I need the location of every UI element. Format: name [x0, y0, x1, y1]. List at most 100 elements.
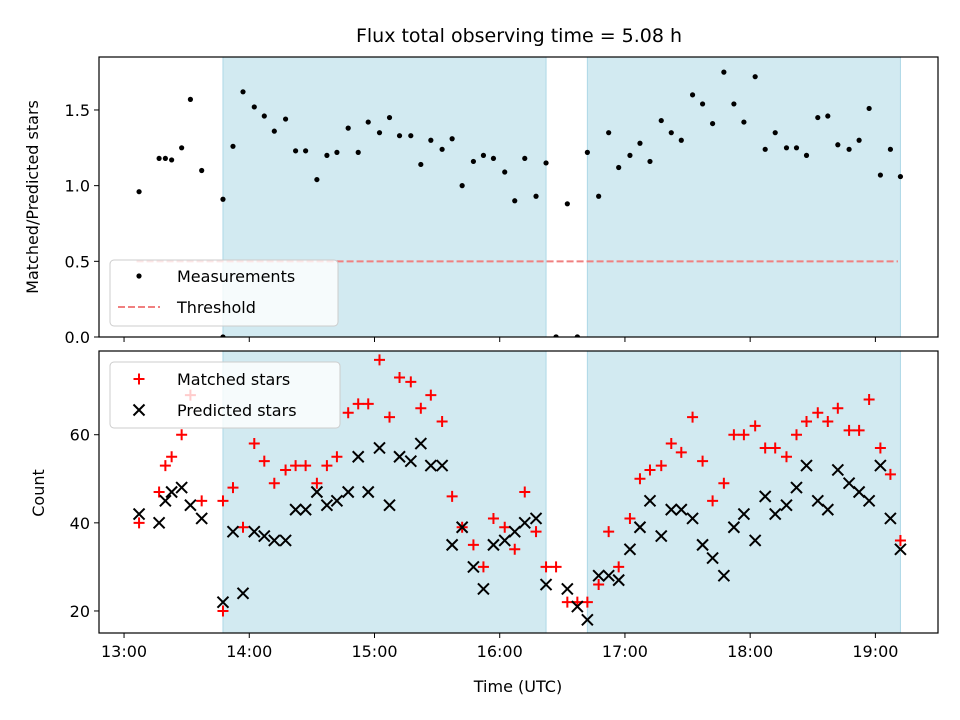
matched-star-point-70 — [853, 424, 865, 436]
measurement-point-43 — [584, 149, 590, 155]
measurement-point-29 — [439, 146, 445, 152]
measurement-point-34 — [490, 155, 497, 162]
predicted-star-point-31 — [455, 521, 469, 534]
matched-star-point-29 — [425, 389, 437, 401]
predicted-star-point-72 — [894, 543, 907, 556]
matched-star-point-55 — [697, 455, 709, 467]
matched-star-point-4 — [166, 451, 178, 463]
predicted-star-point-20 — [341, 485, 355, 499]
measurement-point-8 — [220, 196, 226, 202]
top-panel: 0.0 0.5 1.0 1.5 Measurements Threshold — [65, 56, 939, 347]
matched-star-point-15 — [280, 464, 292, 476]
predicted-star-point-64 — [811, 494, 824, 508]
measurement-point-69 — [856, 137, 862, 143]
legend-threshold-label: Threshold — [176, 298, 256, 317]
measurement-point-12 — [261, 113, 267, 119]
measurement-point-44 — [596, 193, 602, 199]
zero-measurement-point-2 — [553, 334, 559, 337]
matched-star-point-2 — [153, 486, 165, 498]
predicted-star-point-70 — [874, 459, 887, 472]
predicted-star-point-63 — [800, 459, 813, 472]
measurement-point-19 — [334, 149, 340, 155]
predicted-star-point-52 — [686, 512, 699, 525]
matched-star-point-45 — [593, 579, 605, 591]
matched-star-point-69 — [843, 424, 855, 436]
matched-star-point-24 — [374, 354, 386, 366]
legend-measurements-label: Measurements — [177, 267, 295, 286]
predicted-star-point-59 — [758, 490, 772, 503]
matched-star-point-63 — [780, 451, 792, 463]
matched-star-point-17 — [300, 460, 312, 472]
legend-matched-marker — [133, 373, 145, 385]
predicted-star-point-47 — [633, 521, 647, 534]
measurement-point-1 — [136, 189, 142, 195]
measurement-point-11 — [251, 104, 257, 110]
predicted-star-point-30 — [445, 538, 459, 552]
matched-star-point-46 — [603, 526, 615, 538]
legend-predicted-marker — [132, 403, 146, 417]
matched-star-point-40 — [540, 561, 552, 573]
measurement-point-22 — [365, 119, 371, 125]
predicted-star-point-13 — [268, 534, 281, 547]
measurement-point-32 — [470, 158, 477, 165]
measurement-point-72 — [887, 146, 894, 152]
matched-star-point-71 — [863, 393, 875, 405]
predicted-star-point-53 — [696, 538, 709, 552]
matched-star-point-50 — [644, 464, 656, 476]
predicted-star-point-69 — [862, 494, 876, 508]
matched-star-point-16 — [290, 460, 302, 472]
predicted-star-point-22 — [362, 485, 375, 499]
measurement-point-33 — [480, 152, 487, 158]
matched-star-point-26 — [394, 371, 406, 383]
measurement-point-23 — [376, 130, 383, 136]
predicted-star-point-51 — [675, 503, 688, 516]
matched-star-point-47 — [613, 561, 625, 573]
predicted-star-point-4 — [165, 485, 178, 499]
top-y-tick-label-2: 0.5 — [65, 252, 90, 271]
predicted-star-point-44 — [602, 569, 615, 582]
measurement-point-28 — [428, 137, 434, 143]
matched-star-point-58 — [728, 429, 740, 441]
matched-star-point-5 — [176, 429, 188, 441]
predicted-star-point-37 — [518, 516, 531, 530]
predicted-star-point-40 — [561, 582, 574, 596]
predicted-star-point-58 — [748, 534, 762, 547]
predicted-star-point-33 — [477, 582, 490, 596]
measurement-point-7 — [199, 167, 205, 174]
measurement-point-63 — [793, 145, 800, 151]
matched-star-point-48 — [624, 512, 636, 524]
predicted-star-point-7 — [195, 512, 208, 525]
measurement-point-66 — [825, 113, 831, 119]
matched-star-point-27 — [405, 376, 417, 388]
measurement-point-59 — [752, 74, 758, 80]
measurement-point-20 — [345, 125, 351, 131]
measurement-point-46 — [616, 164, 622, 171]
x-tick-label-7: 19:00 — [852, 642, 898, 661]
predicted-star-point-25 — [393, 450, 406, 463]
predicted-star-point-66 — [831, 463, 845, 477]
measurement-point-27 — [418, 161, 424, 168]
measurement-point-56 — [721, 69, 727, 75]
predicted-star-point-57 — [737, 507, 751, 521]
predicted-star-point-1 — [132, 507, 146, 521]
matched-star-point-3 — [159, 460, 171, 472]
predicted-star-point-46 — [623, 543, 637, 556]
matched-star-point-56 — [707, 495, 719, 507]
measurement-point-4 — [169, 157, 175, 163]
predicted-star-point-36 — [508, 525, 521, 538]
predicted-star-point-48 — [643, 494, 657, 508]
predicted-star-point-50 — [665, 503, 678, 516]
predicted-star-point-60 — [769, 507, 782, 521]
measurement-point-51 — [668, 130, 674, 136]
measurement-point-16 — [303, 148, 309, 154]
matched-star-point-25 — [384, 411, 396, 423]
x-tick-label-1: 13:00 — [101, 642, 147, 661]
measurement-point-67 — [835, 142, 841, 148]
predicted-star-point-26 — [404, 454, 418, 468]
matched-star-point-21 — [342, 407, 354, 419]
measurement-point-50 — [658, 117, 664, 124]
matched-star-point-51 — [655, 460, 667, 472]
measurement-point-5 — [179, 145, 185, 151]
predicted-star-point-49 — [655, 529, 668, 543]
